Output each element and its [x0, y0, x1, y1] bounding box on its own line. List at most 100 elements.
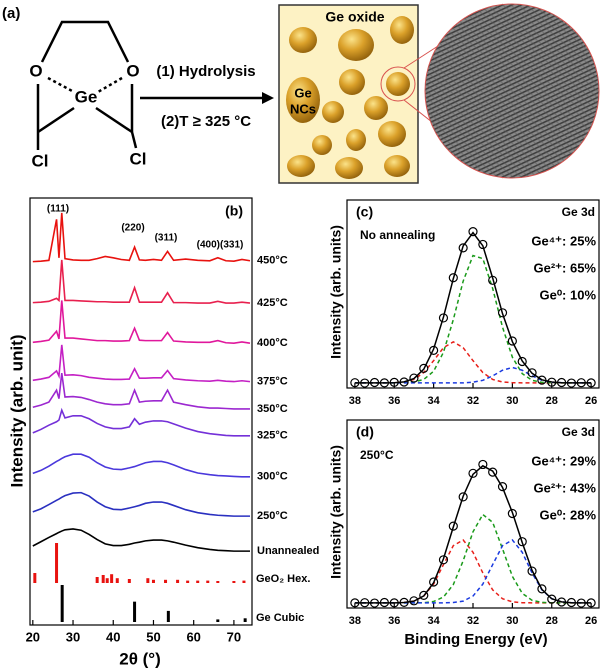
series-label: 375°C — [257, 376, 288, 388]
data-point — [488, 467, 498, 477]
nanocrystal — [322, 101, 344, 123]
stick — [101, 575, 105, 583]
x-tick-label: 34 — [428, 615, 441, 627]
data-point — [409, 596, 419, 606]
annotation: Ge 3d — [562, 425, 595, 439]
x-tick-label: 28 — [546, 395, 558, 407]
bond — [40, 20, 130, 63]
data-point — [350, 378, 360, 388]
x-tick-label: 34 — [428, 395, 441, 407]
x-tick-label: 36 — [388, 395, 400, 407]
nanocrystal — [378, 121, 406, 147]
annotation: No annealing — [360, 228, 435, 242]
x-tick-label: 30 — [506, 615, 518, 627]
series-line — [354, 340, 592, 384]
panel-label: (c) — [356, 204, 373, 220]
legend-entry: Ge⁰: 10% — [539, 287, 596, 302]
y-axis-label: Intensity (arb. units) — [328, 445, 344, 579]
data-point — [399, 377, 409, 387]
series-label: 325°C — [257, 430, 288, 442]
data-point — [458, 492, 468, 502]
series-line — [354, 539, 592, 604]
y-axis-label: Intensity (arb. unit) — [7, 335, 26, 488]
plot-frame — [29, 197, 253, 626]
hrtem-texture — [425, 4, 599, 178]
stick — [216, 619, 220, 622]
stick — [115, 578, 119, 583]
data-point — [478, 239, 488, 250]
bond — [95, 106, 133, 134]
data-point — [389, 377, 399, 387]
stick — [146, 578, 150, 583]
series-line — [32, 528, 250, 552]
x-tick-label: 60 — [186, 629, 200, 644]
series-line — [32, 344, 251, 383]
atom: Ge — [75, 87, 98, 106]
stick — [110, 574, 114, 583]
data-point — [419, 590, 429, 600]
data-point — [429, 577, 439, 587]
data-point — [576, 598, 586, 608]
data-point — [517, 537, 527, 547]
panel-label: (d) — [356, 424, 374, 440]
series-line — [32, 407, 250, 437]
atom: O — [126, 61, 139, 80]
x-tick-label: 26 — [585, 395, 597, 407]
molecule — [36, 20, 138, 150]
stick — [216, 581, 220, 583]
stick — [55, 543, 59, 583]
stick — [95, 577, 99, 583]
nanocrystal — [386, 72, 410, 96]
stick — [243, 618, 247, 622]
annotation: 250°C — [360, 448, 394, 462]
data-point — [586, 598, 596, 608]
nanocrystals — [286, 16, 414, 179]
step-label: (1) Hydrolysis — [156, 63, 255, 80]
x-tick-label: 28 — [546, 615, 558, 627]
series-label: 250°C — [257, 510, 288, 522]
data-point — [537, 375, 547, 385]
stick — [164, 579, 168, 583]
nanocrystal — [339, 69, 365, 95]
atom: Cl — [32, 151, 49, 170]
peak-label: (311) — [155, 233, 178, 244]
atom: O — [29, 61, 42, 80]
series-label: 450°C — [257, 255, 288, 267]
dative-bond — [47, 76, 75, 94]
x-tick-label: 30 — [506, 395, 518, 407]
stick — [186, 580, 190, 583]
matrix-label: Ge oxide — [325, 9, 384, 25]
data-point — [547, 377, 557, 387]
series-line — [32, 372, 250, 410]
dative-bond — [97, 76, 123, 94]
data-point — [369, 377, 380, 388]
data-point — [379, 597, 390, 608]
nanocrystal — [346, 129, 366, 151]
data-point — [458, 243, 468, 253]
legend-entry: Ge⁴⁺: 25% — [531, 233, 596, 248]
data-point — [409, 373, 419, 383]
peak-label: (400)(331) — [197, 240, 244, 251]
data-point — [566, 597, 577, 608]
nanocrystal — [338, 29, 374, 61]
stick — [176, 579, 180, 583]
x-tick-label: 32 — [467, 395, 479, 407]
nanocrystal — [312, 135, 332, 155]
particle-label: Ge — [294, 85, 311, 100]
series-line — [354, 231, 592, 384]
panel-label: (b) — [225, 203, 243, 219]
nanocrystal — [286, 77, 320, 123]
stick — [206, 580, 210, 583]
series-label: Unannealed — [257, 545, 319, 557]
data-point — [527, 566, 537, 576]
stick — [196, 580, 200, 583]
x-tick-label: 70 — [227, 629, 241, 644]
data-point — [507, 336, 517, 346]
x-tick-label: 38 — [349, 395, 361, 407]
series-label: 300°C — [257, 471, 288, 483]
data-point — [517, 356, 527, 367]
step-label: (2)T ≥ 325 °C — [161, 113, 251, 130]
nanocrystal — [384, 155, 410, 177]
